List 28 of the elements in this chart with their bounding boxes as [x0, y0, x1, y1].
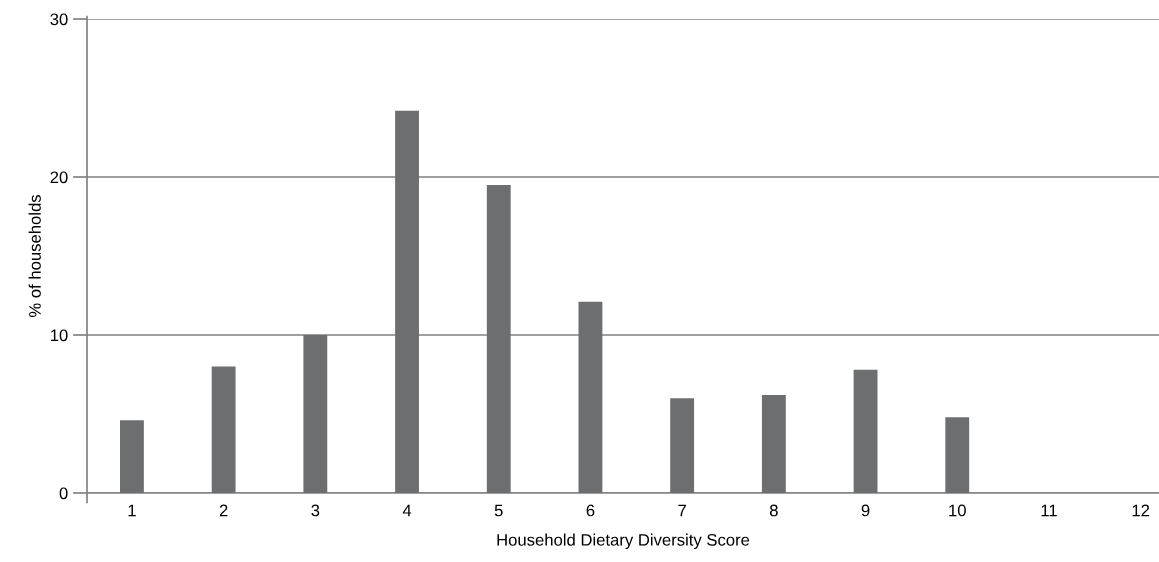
x-tick-label: 1: [128, 504, 136, 517]
x-tick-label: 2: [219, 504, 228, 517]
x-tick-label: 9: [861, 504, 870, 517]
bar: [945, 417, 970, 493]
bar: [670, 398, 695, 493]
x-tick-label: 7: [678, 504, 686, 517]
y-tick-label: 20: [50, 171, 68, 184]
bar: [211, 366, 236, 493]
bar: [578, 301, 603, 493]
bar: [486, 184, 511, 493]
y-tick-label: 30: [50, 13, 68, 26]
bar: [761, 395, 786, 493]
bar: [395, 110, 419, 493]
bar: [303, 335, 328, 493]
bar: [853, 369, 878, 493]
x-tick-label: 12: [1132, 504, 1150, 517]
y-axis-title: % of households: [28, 194, 41, 318]
y-tick-label: 10: [50, 329, 68, 342]
y-tick-label: 0: [59, 487, 68, 500]
x-tick-label: 4: [402, 504, 412, 517]
x-tick-label: 3: [311, 504, 320, 517]
bar: [120, 420, 144, 493]
x-tick-label: 10: [949, 504, 966, 517]
x-axis-title: Household Dietary Diversity Score: [497, 533, 750, 550]
x-tick-label: 8: [769, 504, 778, 517]
x-tick-label: 11: [1041, 504, 1057, 517]
x-tick-label: 6: [586, 504, 595, 517]
x-tick-label: 5: [494, 504, 503, 517]
